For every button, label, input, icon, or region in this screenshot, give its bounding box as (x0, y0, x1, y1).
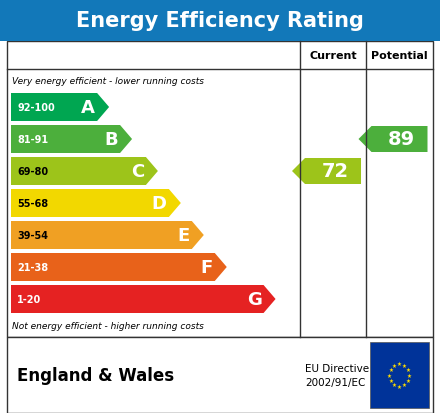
Text: ★: ★ (389, 367, 393, 372)
Text: 69-80: 69-80 (17, 166, 48, 177)
Text: ★: ★ (407, 373, 412, 377)
Polygon shape (11, 221, 204, 249)
Polygon shape (11, 190, 181, 218)
Text: E: E (178, 226, 190, 244)
Polygon shape (11, 285, 275, 313)
Polygon shape (11, 126, 132, 154)
Bar (7, 337, 433, 413)
Text: F: F (201, 259, 213, 276)
Text: Not energy efficient - higher running costs: Not energy efficient - higher running co… (12, 322, 204, 331)
Text: ★: ★ (392, 382, 397, 387)
Polygon shape (359, 127, 428, 153)
Text: 2002/91/EC: 2002/91/EC (305, 377, 365, 387)
Text: ★: ★ (397, 384, 402, 389)
Text: 89: 89 (388, 130, 415, 149)
Bar (7, 42, 433, 337)
Text: 55-68: 55-68 (17, 199, 48, 209)
Text: ★: ★ (406, 378, 411, 383)
Text: Current: Current (309, 51, 357, 61)
Text: 92-100: 92-100 (17, 103, 55, 113)
Text: B: B (104, 131, 118, 149)
Text: 72: 72 (322, 162, 348, 181)
Text: C: C (131, 163, 144, 180)
Text: 21-38: 21-38 (17, 262, 48, 272)
Text: ★: ★ (402, 382, 407, 387)
Text: Energy Efficiency Rating: Energy Efficiency Rating (76, 11, 364, 31)
Text: England & Wales: England & Wales (17, 366, 174, 384)
Bar (0, 0, 440, 42)
Text: ★: ★ (397, 361, 402, 366)
Text: G: G (247, 290, 261, 308)
Text: ★: ★ (406, 367, 411, 372)
Text: ★: ★ (402, 363, 407, 368)
Text: 39-54: 39-54 (17, 230, 48, 240)
Text: EU Directive: EU Directive (305, 363, 369, 373)
Text: A: A (81, 99, 95, 117)
Text: 1-20: 1-20 (17, 294, 41, 304)
Text: ★: ★ (392, 363, 397, 368)
Text: ★: ★ (387, 373, 392, 377)
Text: 81-91: 81-91 (17, 135, 48, 145)
Polygon shape (11, 94, 109, 122)
Text: Potential: Potential (371, 51, 428, 61)
Text: Very energy efficient - lower running costs: Very energy efficient - lower running co… (12, 76, 204, 85)
Text: D: D (152, 195, 167, 212)
Bar (370, 342, 429, 408)
Polygon shape (11, 254, 227, 281)
Polygon shape (292, 159, 361, 185)
Polygon shape (11, 158, 158, 185)
Text: ★: ★ (389, 378, 393, 383)
